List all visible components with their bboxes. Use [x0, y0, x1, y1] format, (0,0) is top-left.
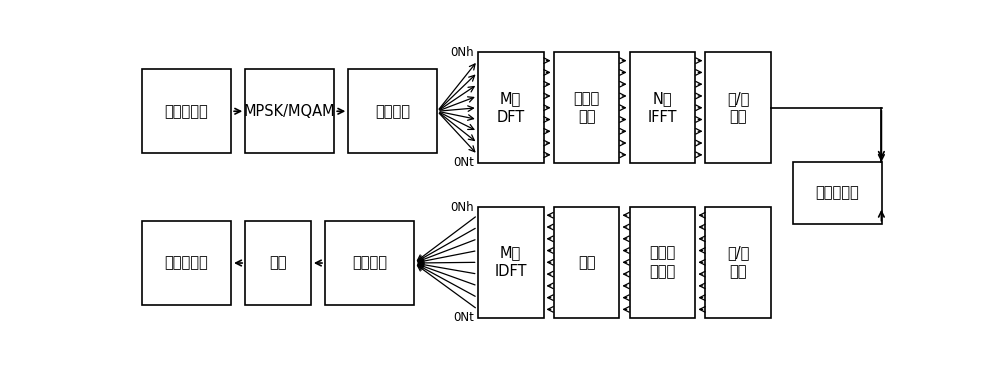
Bar — [245, 221, 311, 305]
Text: 信道与噪声: 信道与噪声 — [816, 185, 859, 200]
Bar — [793, 162, 882, 224]
Text: 0Nh: 0Nh — [450, 46, 474, 59]
Bar — [478, 207, 544, 318]
Text: MPSK/MQAM: MPSK/MQAM — [244, 104, 336, 119]
Text: 并串转换: 并串转换 — [352, 255, 387, 270]
Text: 0Nh: 0Nh — [450, 201, 474, 214]
Bar — [478, 52, 544, 163]
Bar — [348, 69, 437, 153]
Text: 串/并
转换: 串/并 转换 — [727, 246, 750, 279]
Text: 二进制数据: 二进制数据 — [165, 104, 208, 119]
Bar — [142, 221, 231, 305]
Bar — [630, 207, 695, 318]
Text: 0Nt: 0Nt — [453, 311, 474, 324]
Bar — [554, 207, 619, 318]
Bar — [325, 221, 414, 305]
Bar — [705, 207, 771, 318]
Bar — [630, 52, 695, 163]
Text: 子载波
映射: 子载波 映射 — [573, 91, 600, 124]
Bar — [554, 52, 619, 163]
Bar — [245, 69, 334, 153]
Text: 子载波
逆映射: 子载波 逆映射 — [649, 246, 676, 279]
Text: M点
IDFT: M点 IDFT — [494, 246, 527, 279]
Bar — [705, 52, 771, 163]
Bar — [142, 69, 231, 153]
Text: 判决: 判决 — [269, 255, 287, 270]
Text: N点
IFFT: N点 IFFT — [648, 91, 677, 124]
Text: 并/串
转换: 并/串 转换 — [727, 91, 750, 124]
Text: M点
DFT: M点 DFT — [496, 91, 525, 124]
Text: 0Nt: 0Nt — [453, 156, 474, 169]
Text: 二进制数据: 二进制数据 — [165, 255, 208, 270]
Text: 串并转换: 串并转换 — [375, 104, 410, 119]
Text: 均衡: 均衡 — [578, 255, 595, 270]
